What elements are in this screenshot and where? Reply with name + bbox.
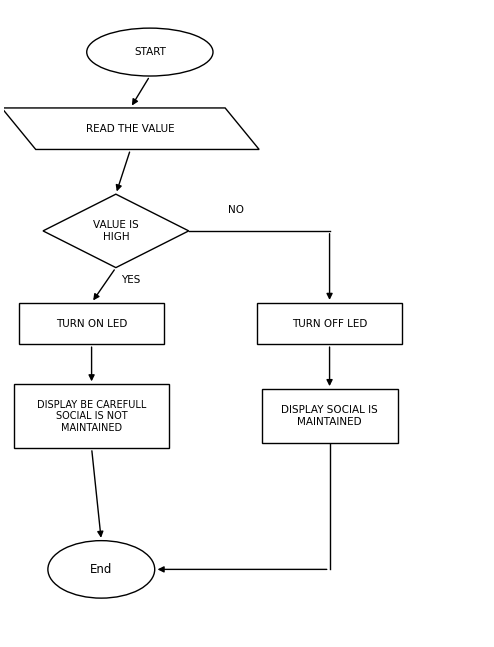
Text: YES: YES <box>121 275 140 285</box>
Ellipse shape <box>48 541 155 598</box>
Text: TURN ON LED: TURN ON LED <box>56 318 127 329</box>
Bar <box>261 389 398 443</box>
Bar <box>14 384 169 448</box>
Ellipse shape <box>87 28 213 76</box>
Text: TURN OFF LED: TURN OFF LED <box>292 318 367 329</box>
Text: DISPLAY BE CAREFULL
SOCIAL IS NOT
MAINTAINED: DISPLAY BE CAREFULL SOCIAL IS NOT MAINTA… <box>37 399 146 433</box>
Polygon shape <box>2 108 259 149</box>
Text: START: START <box>134 47 166 57</box>
Text: NO: NO <box>228 205 244 215</box>
Text: DISPLAY SOCIAL IS
MAINTAINED: DISPLAY SOCIAL IS MAINTAINED <box>281 405 378 427</box>
Bar <box>257 303 403 344</box>
Text: End: End <box>90 563 113 576</box>
Text: VALUE IS
HIGH: VALUE IS HIGH <box>93 220 139 242</box>
Bar <box>19 303 165 344</box>
Text: READ THE VALUE: READ THE VALUE <box>86 124 175 134</box>
Polygon shape <box>43 194 189 268</box>
